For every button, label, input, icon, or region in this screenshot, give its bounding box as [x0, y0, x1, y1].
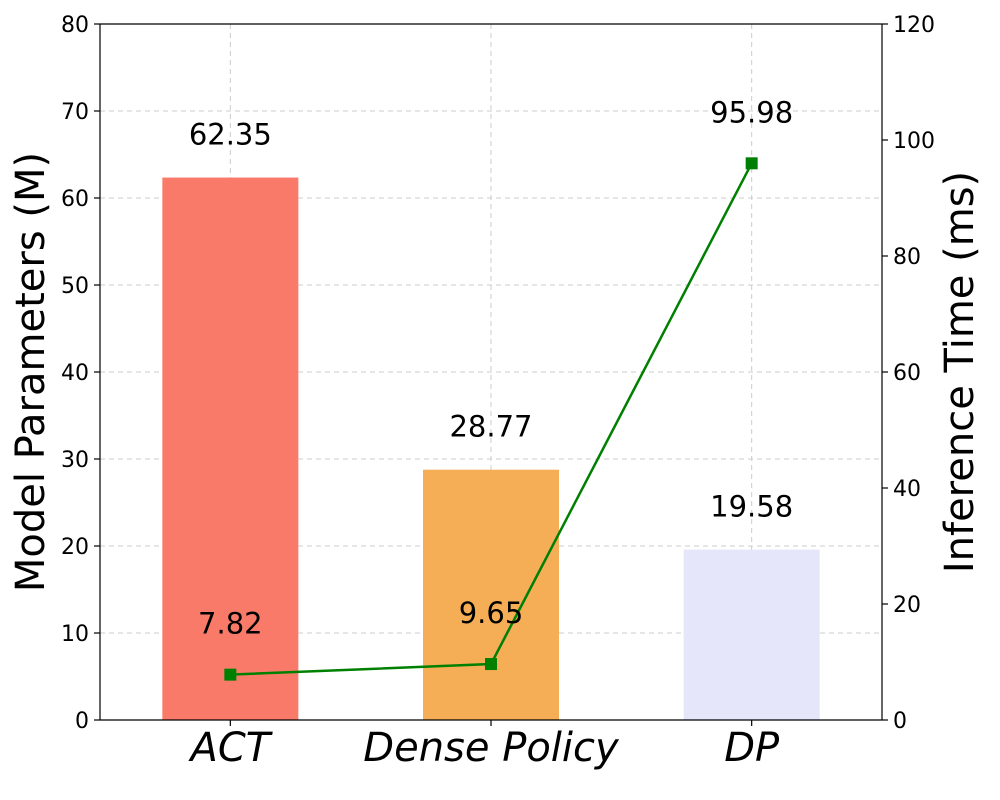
x-tick-label: ACT [187, 725, 273, 771]
y-tick-label: 10 [61, 622, 89, 647]
y-tick-label: 70 [61, 100, 89, 125]
y-tick-label: 80 [61, 13, 89, 38]
bar-value-label: 62.35 [189, 118, 272, 152]
bar-1 [423, 469, 559, 720]
data-labels: 62.35 28.77 19.58 7.82 9.65 95.98 [189, 95, 793, 640]
line-value-label: 95.98 [710, 95, 793, 129]
bar-value-label: 19.58 [710, 490, 793, 524]
bar-series [162, 177, 820, 720]
y2-tick-label: 80 [893, 245, 921, 270]
y2-tick-label: 20 [893, 593, 921, 618]
y2-tick-label: 120 [893, 13, 935, 38]
y2-axis-title: Inference Time (ms) [937, 171, 983, 573]
y2-tick-label: 60 [893, 361, 921, 386]
y-tick-label: 40 [61, 361, 89, 386]
axes: 0 10 20 30 40 50 60 70 80 0 20 40 60 80 100 120 ACT Dense… [61, 13, 935, 771]
y-axis-title: Model Parameters (M) [8, 152, 54, 592]
y-tick-label: 30 [61, 448, 89, 473]
y-tick-label: 50 [61, 274, 89, 299]
line-marker-1 [485, 658, 497, 671]
bar-value-label: 28.77 [449, 410, 532, 444]
x-tick-label: Dense Policy [363, 725, 620, 771]
line-marker-2 [745, 157, 758, 170]
y2-tick-label: 0 [893, 709, 907, 734]
line-marker-0 [224, 668, 237, 681]
line-value-label: 9.65 [459, 596, 524, 630]
line-value-label: 7.82 [198, 607, 263, 641]
bar-2 [683, 549, 820, 720]
y2-tick-label: 40 [893, 477, 921, 502]
bar-0 [162, 177, 299, 720]
y2-tick-label: 100 [893, 129, 935, 154]
y-tick-label: 0 [75, 709, 89, 734]
x-tick-label: DP [724, 725, 780, 771]
y-tick-label: 20 [61, 535, 89, 560]
y-tick-label: 60 [61, 187, 89, 212]
line-series [224, 157, 758, 681]
